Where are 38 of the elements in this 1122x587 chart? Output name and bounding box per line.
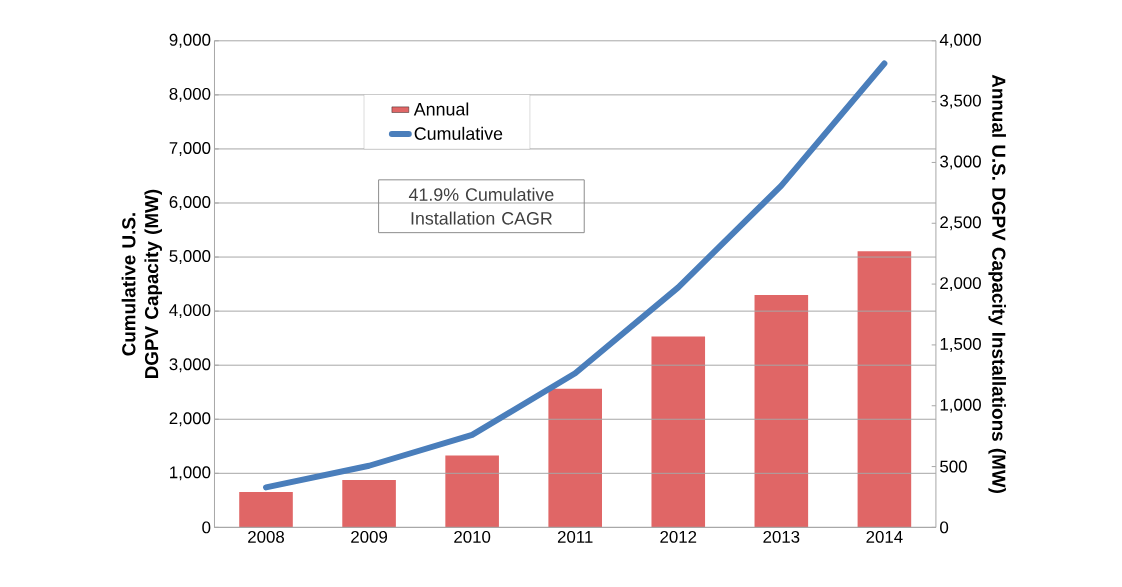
legend-label: Annual bbox=[413, 102, 469, 116]
y2-tick-label: 500 bbox=[940, 460, 967, 473]
y-tick-label: 9,000 bbox=[169, 33, 211, 48]
y2-tick-label: 2,500 bbox=[940, 216, 981, 231]
bar bbox=[445, 455, 499, 528]
y2-tick-label: 2,000 bbox=[940, 277, 981, 292]
y2-axis-title: Annual U.S. DGPV Capacity Installations (MW) bbox=[988, 74, 1006, 493]
y-tick-label: 2,000 bbox=[169, 412, 211, 427]
legend-label: Cumulative bbox=[414, 126, 503, 140]
x-tick-label: 2012 bbox=[660, 530, 697, 543]
y-tick-label: 5,000 bbox=[169, 250, 211, 264]
bar bbox=[548, 388, 602, 528]
y2-tick-label: 3,500 bbox=[940, 94, 981, 109]
y-tick-label: 3,000 bbox=[169, 358, 211, 373]
y2-tick-label: 0 bbox=[940, 521, 949, 534]
y2-tick-label: 1,000 bbox=[940, 398, 981, 413]
x-tick-label: 2010 bbox=[454, 530, 491, 543]
x-tick-label: 2013 bbox=[763, 530, 800, 543]
bar bbox=[239, 492, 293, 528]
bar bbox=[857, 251, 912, 528]
y-tick-label: 1,000 bbox=[170, 466, 211, 481]
x-tick-label: 2014 bbox=[866, 530, 903, 543]
y2-tick-label: 4,000 bbox=[939, 33, 981, 48]
bar bbox=[754, 294, 809, 528]
y-tick-label: 4,000 bbox=[169, 304, 211, 319]
x-tick-label: 2009 bbox=[351, 530, 388, 543]
bar bbox=[651, 336, 706, 528]
annotation: 41.9% Cumulative Installation CAGR bbox=[408, 187, 554, 225]
y2-tick-label: 1,500 bbox=[940, 337, 981, 352]
y-axis-title: Cumulative U.S. DGPV Capacity (MW) bbox=[121, 189, 162, 379]
x-tick-label: 2011 bbox=[557, 530, 593, 543]
bar bbox=[342, 479, 396, 528]
y2-tick-label: 3,000 bbox=[940, 155, 981, 170]
y-tick-label: 0 bbox=[202, 521, 211, 534]
x-tick-label: 2008 bbox=[248, 530, 285, 543]
y-tick-label: 6,000 bbox=[169, 195, 211, 210]
y-tick-label: 8,000 bbox=[169, 87, 211, 102]
y-tick-label: 7,000 bbox=[169, 141, 211, 156]
